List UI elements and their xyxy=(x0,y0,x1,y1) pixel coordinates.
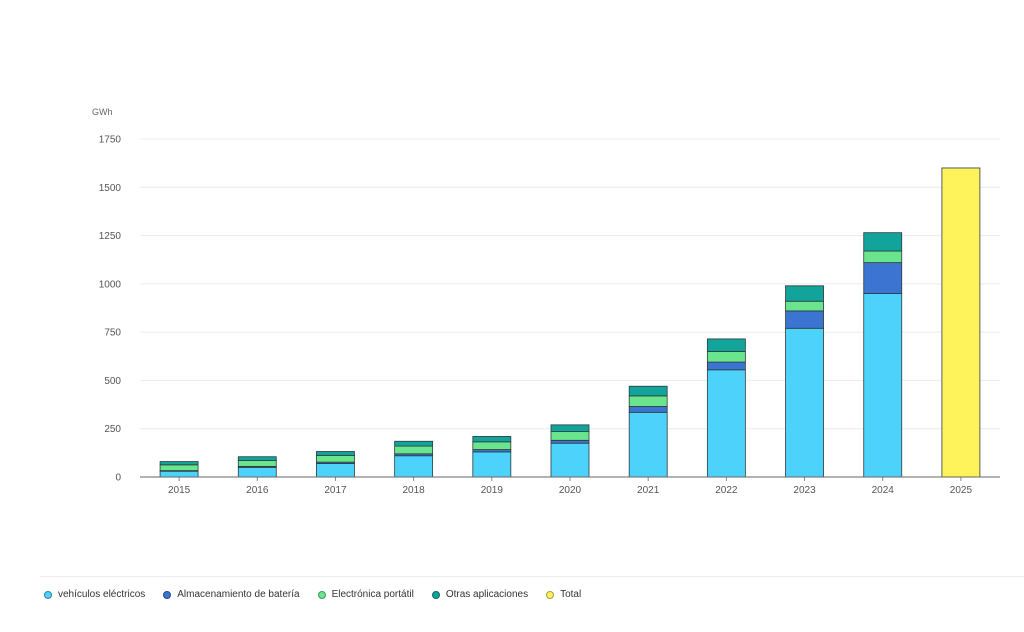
x-tick-label-2020: 2020 xyxy=(559,485,582,496)
bar-2018-series-3 xyxy=(394,440,434,447)
bar-2020-series-1 xyxy=(550,439,590,444)
bar-2017-series-2 xyxy=(316,454,355,463)
legend-divider xyxy=(40,576,1024,577)
bar-2018-series-2 xyxy=(394,445,434,455)
y-tick-label-250: 250 xyxy=(104,424,121,435)
y-tick-label-1250: 1250 xyxy=(99,231,122,242)
bar-2020-series-0 xyxy=(550,442,590,478)
x-tick-label-2024: 2024 xyxy=(872,485,895,496)
legend-item-electronica-portatil[interactable]: Electrónica portátil xyxy=(317,589,414,600)
bar-2019-series-2 xyxy=(472,441,512,450)
bar-2020-series-3 xyxy=(550,424,590,433)
bar-2023-series-3 xyxy=(785,285,824,302)
bar-2025-series-4 xyxy=(941,167,981,478)
x-tick-label-2019: 2019 xyxy=(481,485,504,496)
y-tick-label-750: 750 xyxy=(104,328,121,339)
bar-2016-series-3 xyxy=(237,456,277,461)
legend-swatch-electronica-portatil xyxy=(317,590,326,599)
legend-item-total[interactable]: Total xyxy=(546,589,581,600)
y-tick-label-1000: 1000 xyxy=(99,279,122,290)
bar-2021-series-3 xyxy=(628,385,668,397)
bar-2023-series-1 xyxy=(785,310,824,329)
bar-2024-series-1 xyxy=(863,262,903,294)
bar-2015-series-2 xyxy=(159,464,199,472)
y-tick-label-500: 500 xyxy=(104,376,121,387)
bar-2022-series-1 xyxy=(706,361,746,371)
legend-swatch-vehiculos-electricos xyxy=(44,590,52,599)
bar-2016-series-2 xyxy=(237,460,277,467)
bar-2019-series-3 xyxy=(472,436,512,443)
bar-2021-series-0 xyxy=(628,411,668,478)
bar-2022-series-0 xyxy=(706,369,746,478)
y-tick-label-1750: 1750 xyxy=(99,135,122,146)
bar-2015-series-0 xyxy=(159,470,199,478)
legend-swatch-otras-aplicaciones xyxy=(431,590,440,599)
x-tick-label-2018: 2018 xyxy=(403,485,426,496)
x-tick-label-2022: 2022 xyxy=(715,485,738,496)
legend-item-otras-aplicaciones[interactable]: Otras aplicaciones xyxy=(431,589,529,600)
x-tick-label-2017: 2017 xyxy=(324,485,347,496)
legend-swatch-almacenamiento-de-bateria xyxy=(163,590,172,599)
bar-2020-series-2 xyxy=(550,431,590,441)
legend-label-total: Total xyxy=(560,589,582,600)
bar-2024-series-0 xyxy=(863,293,903,478)
legend-label-otras-aplicaciones: Otras aplicaciones xyxy=(445,589,529,600)
bar-2023-series-0 xyxy=(785,327,824,478)
x-tick-label-2015: 2015 xyxy=(168,485,191,496)
bar-2022-series-2 xyxy=(706,351,746,363)
x-tick-label-2016: 2016 xyxy=(246,485,269,496)
bar-2019-series-0 xyxy=(472,451,512,478)
bar-2022-series-3 xyxy=(706,338,746,352)
x-tick-label-2025: 2025 xyxy=(950,485,973,496)
y-axis-unit-label: GWh xyxy=(92,107,113,117)
bar-2017-series-0 xyxy=(316,463,355,478)
chart-legend: vehículos eléctricos Almacenamiento de b… xyxy=(44,589,581,600)
bar-2024-series-3 xyxy=(863,232,903,252)
legend-item-vehiculos-electricos[interactable]: vehículos eléctricos xyxy=(44,589,145,600)
bar-2023-series-2 xyxy=(785,300,824,312)
legend-label-electronica-portatil: Electrónica portátil xyxy=(331,589,414,600)
legend-swatch-total xyxy=(546,590,555,599)
bar-2015-series-3 xyxy=(159,461,199,466)
bar-2021-series-2 xyxy=(628,395,668,407)
bar-2024-series-2 xyxy=(863,250,903,264)
y-tick-label-0: 0 xyxy=(115,473,121,484)
bar-2017-series-3 xyxy=(316,451,355,456)
bar-2018-series-0 xyxy=(394,455,434,478)
legend-item-almacenamiento-de-bateria[interactable]: Almacenamiento de batería xyxy=(163,589,300,600)
bar-2016-series-0 xyxy=(237,466,277,478)
legend-label-vehiculos-electricos: vehículos eléctricos xyxy=(58,589,146,600)
legend-label-almacenamiento-de-bateria: Almacenamiento de batería xyxy=(177,589,300,600)
y-tick-label-1500: 1500 xyxy=(99,183,122,194)
x-tick-label-2021: 2021 xyxy=(637,485,660,496)
x-tick-label-2023: 2023 xyxy=(793,485,816,496)
bar-2021-series-1 xyxy=(628,406,668,413)
